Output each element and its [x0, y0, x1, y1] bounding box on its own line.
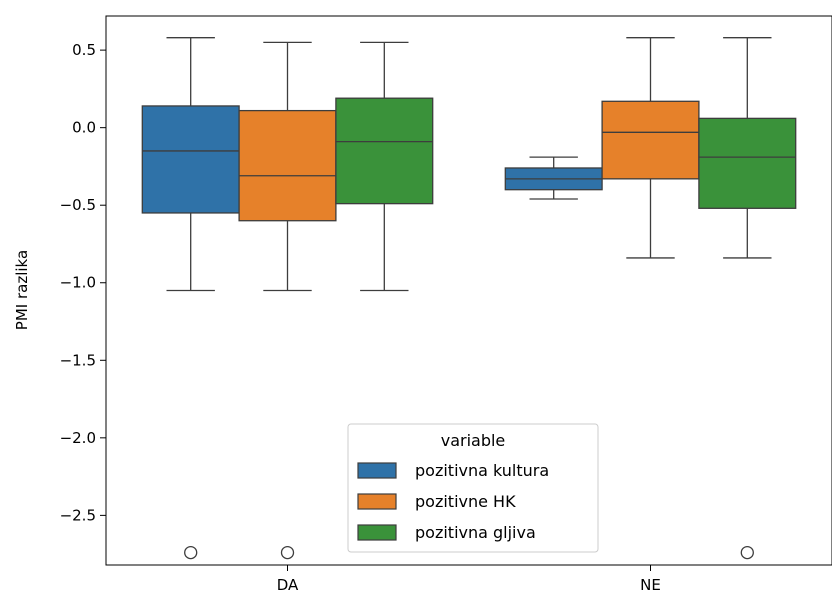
legend-frame: [347, 423, 599, 553]
outlier-pozitivna-gljiva-ne: [740, 545, 754, 560]
outlier-pozitivne-hk-da: [280, 545, 295, 560]
box-pozitivna-gljiva-da: [335, 97, 434, 205]
box-pozitivne-hk-ne: [601, 100, 700, 180]
legend-swatch: [357, 462, 397, 479]
y-axis-label: PMI razlika: [13, 250, 31, 330]
box-pozitivna-kultura-da: [141, 105, 240, 214]
box-pozitivna-gljiva-ne: [698, 117, 797, 209]
plot-frame: [105, 15, 832, 566]
legend-label: pozitivna gljiva: [415, 523, 536, 542]
legend: variable pozitivna kultura pozitivne HK po…: [347, 423, 599, 553]
x-tick-label: DA: [277, 576, 299, 594]
legend-label: pozitivna kultura: [415, 461, 549, 480]
legend-title: variable: [441, 431, 506, 450]
legend-label: pozitivne HK: [415, 492, 516, 511]
y-tick-label: 0.0: [72, 119, 96, 137]
y-tick-label: −0.5: [60, 196, 96, 214]
legend-swatch: [357, 524, 397, 541]
outlier-pozitivna-kultura-da: [184, 545, 198, 560]
box-pozitivne-hk-da: [238, 109, 337, 222]
x-tick-label: NE: [640, 576, 661, 594]
y-tick-label: −1.5: [60, 351, 96, 369]
y-tick-label: −2.5: [60, 506, 96, 524]
y-tick-label: −1.0: [60, 274, 96, 292]
legend-swatch: [357, 493, 397, 510]
y-tick-label: −2.0: [60, 429, 96, 447]
y-tick-label: 0.5: [72, 41, 96, 59]
